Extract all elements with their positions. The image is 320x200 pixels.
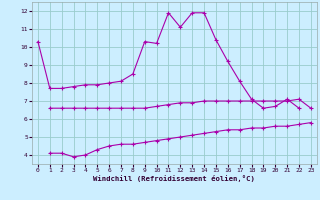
X-axis label: Windchill (Refroidissement éolien,°C): Windchill (Refroidissement éolien,°C) xyxy=(93,175,255,182)
